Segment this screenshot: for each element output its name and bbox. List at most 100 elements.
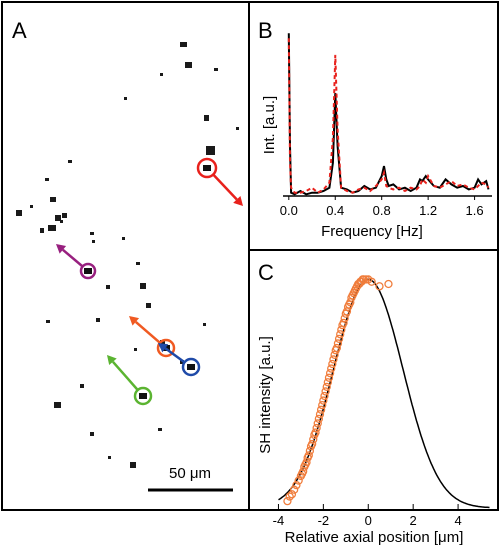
data-point xyxy=(312,423,321,433)
particle-tracks xyxy=(56,157,243,406)
data-point xyxy=(336,330,345,339)
particle-speck xyxy=(140,283,146,289)
panel-b: B Int. [a.u.] Frequency [Hz] 0.0 0.4 0.8 1.… xyxy=(258,18,492,240)
x-tick-label: 0.4 xyxy=(326,203,344,218)
data-point xyxy=(367,277,376,286)
panel-c-ylabel: SH intensity [a.u.] xyxy=(257,336,274,454)
particle-speck xyxy=(236,127,239,130)
particle-speck xyxy=(130,462,136,468)
data-point xyxy=(290,485,299,494)
data-point xyxy=(325,368,335,378)
particle xyxy=(84,268,92,274)
particle-marker xyxy=(181,357,201,377)
particle-speck xyxy=(185,62,192,68)
x-tick-label: 0.8 xyxy=(373,203,391,218)
x-tick-label: 2 xyxy=(410,513,417,528)
arrow-head xyxy=(107,355,117,366)
data-point xyxy=(320,391,329,401)
data-point xyxy=(323,378,332,387)
panel-c-letter: C xyxy=(258,260,274,285)
track-blue xyxy=(158,343,201,377)
particle-speck xyxy=(124,97,127,100)
gaussian-fit-curve xyxy=(278,278,490,509)
x-tick-label: 0.0 xyxy=(280,203,298,218)
particle-speck xyxy=(122,237,125,240)
data-point xyxy=(287,490,297,499)
data-point xyxy=(292,480,301,490)
particle xyxy=(203,165,211,171)
particle-marker xyxy=(196,157,218,179)
data-point xyxy=(327,364,336,373)
particle-marker xyxy=(156,338,176,358)
track-purple xyxy=(56,244,97,280)
particle-speck xyxy=(48,225,56,231)
particle xyxy=(139,393,147,399)
data-point xyxy=(339,318,348,328)
particle-speck xyxy=(16,210,22,216)
arrow-head xyxy=(233,196,243,206)
particle-speck xyxy=(60,220,63,223)
data-point xyxy=(333,339,343,348)
data-point xyxy=(328,359,337,369)
data-point xyxy=(294,476,303,485)
particle-speck xyxy=(50,197,56,202)
arrow-head xyxy=(158,343,169,353)
velocity-arrow xyxy=(134,320,161,344)
particle-speck xyxy=(160,340,165,345)
panel-a: A 50 μm xyxy=(12,18,243,492)
particle-speck xyxy=(203,323,206,326)
data-point xyxy=(359,275,368,284)
data-point xyxy=(316,405,326,414)
data-point xyxy=(315,410,325,419)
particle-marker xyxy=(133,386,153,406)
particle-field xyxy=(16,42,239,468)
velocity-arrow xyxy=(212,173,238,201)
data-point xyxy=(375,282,384,291)
particle-speck xyxy=(106,285,110,289)
particle xyxy=(187,364,195,370)
particle-speck xyxy=(45,178,49,181)
particle-speck xyxy=(80,384,84,388)
series-line-black xyxy=(287,33,490,196)
particle-speck xyxy=(40,228,44,233)
panel-c-xlabel: Relative axial position [μm] xyxy=(285,529,464,546)
particle-speck xyxy=(160,73,163,76)
particle-speck xyxy=(30,205,33,208)
track-green xyxy=(107,355,153,406)
series-line-red-dashed xyxy=(287,38,490,194)
x-tick-label: -4 xyxy=(273,513,285,528)
particle-speck xyxy=(96,318,100,322)
panel-b-xlabel: Frequency [Hz] xyxy=(321,223,423,240)
particle-speck xyxy=(46,320,50,323)
x-tick-label: -2 xyxy=(318,513,330,528)
data-point xyxy=(334,334,344,344)
particle-marker xyxy=(79,262,97,280)
panel-b-letter: B xyxy=(258,18,273,43)
data-point xyxy=(285,492,294,501)
particle-speck xyxy=(68,160,72,163)
panel-c-plot: -4 -2 0 2 4 xyxy=(273,275,490,528)
particle-speck xyxy=(158,428,162,431)
x-tick-label: 4 xyxy=(454,513,461,528)
particle-speck xyxy=(136,262,140,265)
track-red xyxy=(196,157,243,206)
panel-a-letter: A xyxy=(12,18,27,43)
particle-speck xyxy=(108,456,111,459)
particle-speck xyxy=(206,146,215,155)
panel-b-ylabel: Int. [a.u.] xyxy=(261,96,278,154)
data-point xyxy=(384,279,393,289)
particle-speck xyxy=(90,232,94,235)
particle-speck xyxy=(146,303,151,308)
data-point xyxy=(319,396,328,405)
particle-speck xyxy=(134,348,137,351)
velocity-arrow xyxy=(164,347,186,364)
data-point xyxy=(318,400,327,410)
panel-c: C SH intensity [a.u.] Relative axial pos… xyxy=(257,260,490,546)
particle-speck xyxy=(54,402,61,408)
data-point xyxy=(307,439,317,449)
arrow-head xyxy=(56,244,67,254)
scale-bar-label: 50 μm xyxy=(169,465,211,482)
panel-b-plot: 0.0 0.4 0.8 1.2 1.6 xyxy=(280,33,492,218)
particle-speck xyxy=(92,240,95,243)
